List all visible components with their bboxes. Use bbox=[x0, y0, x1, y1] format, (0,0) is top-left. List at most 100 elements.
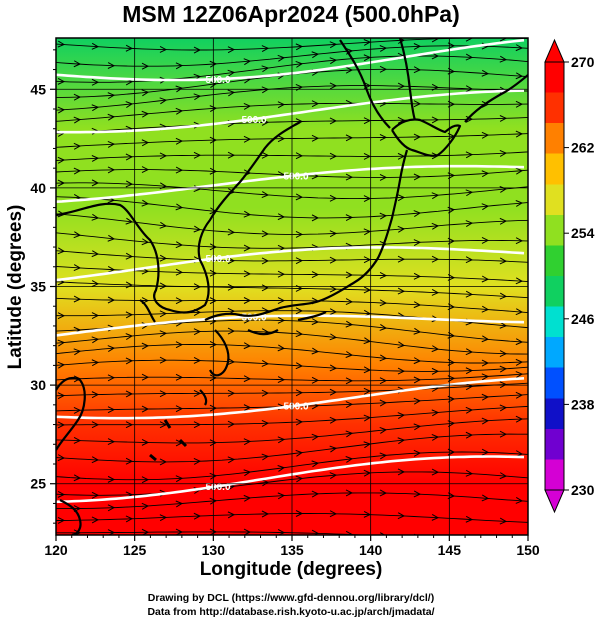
contour-line bbox=[56, 455, 525, 504]
streamline-arrow bbox=[159, 152, 168, 160]
streamline-arrow bbox=[329, 230, 338, 238]
streamline-arrow bbox=[277, 213, 286, 221]
streamline-arrow bbox=[379, 272, 388, 279]
streamline-arrow bbox=[107, 62, 116, 69]
streamline-arrow bbox=[125, 281, 134, 289]
streamline-arrow bbox=[193, 225, 202, 233]
streamline bbox=[56, 382, 528, 397]
streamline-arrow bbox=[107, 504, 116, 512]
streamline-arrow bbox=[193, 356, 202, 364]
contour-label: 500.0 bbox=[241, 313, 266, 324]
streamline-arrow bbox=[261, 284, 270, 292]
streamline-arrow bbox=[363, 256, 372, 264]
streamline-arrow bbox=[175, 528, 184, 535]
streamline-arrow bbox=[175, 107, 184, 115]
streamline-arrow bbox=[515, 371, 524, 378]
streamline-arrow bbox=[345, 456, 354, 463]
streamline-arrow bbox=[243, 135, 252, 143]
streamline-arrow bbox=[141, 373, 150, 381]
streamline-arrow bbox=[159, 330, 168, 338]
streamline-arrow bbox=[447, 42, 456, 50]
streamline-arrow bbox=[465, 515, 474, 523]
streamline-arrow bbox=[329, 445, 338, 453]
streamline-arrow bbox=[159, 221, 168, 229]
streamline bbox=[56, 418, 528, 444]
colorbar-extend-max bbox=[544, 38, 565, 63]
streamline-arrow bbox=[141, 438, 150, 446]
x-tick-label: 130 bbox=[202, 542, 226, 558]
streamline-arrow bbox=[431, 367, 440, 375]
y-tick-label: 25 bbox=[30, 476, 46, 492]
contour-label: 500.0 bbox=[205, 75, 230, 86]
streamline-arrow bbox=[379, 173, 388, 181]
streamline-arrow bbox=[379, 134, 388, 141]
streamline-arrow bbox=[209, 497, 218, 505]
streamline-arrow bbox=[57, 361, 66, 369]
streamline-arrow bbox=[363, 117, 372, 125]
streamline-arrow bbox=[295, 43, 304, 51]
y-tick-label: 30 bbox=[30, 377, 46, 393]
y-axis: 25 30 35 40 45 bbox=[30, 49, 56, 524]
streamline-arrow bbox=[277, 344, 286, 352]
streamline-arrow bbox=[465, 53, 474, 61]
streamline-arrow bbox=[465, 220, 474, 227]
streamline-arrow bbox=[515, 100, 524, 108]
streamline-arrow bbox=[209, 167, 218, 175]
streamline-arrow bbox=[431, 116, 440, 124]
streamline-arrow bbox=[141, 110, 150, 118]
streamline-arrow bbox=[465, 431, 474, 439]
streamline-arrow bbox=[481, 448, 490, 456]
streamline-arrow bbox=[57, 77, 66, 85]
colorbar-tick-label: 254 bbox=[571, 225, 595, 241]
streamline-arrow bbox=[193, 328, 202, 336]
streamline-arrow bbox=[295, 152, 304, 160]
streamline-arrow bbox=[345, 66, 354, 74]
streamline-arrow bbox=[141, 238, 150, 246]
streamline-arrow bbox=[159, 421, 168, 429]
streamline-arrow bbox=[379, 426, 388, 434]
streamline-arrow bbox=[227, 456, 236, 464]
y-tick-label: 35 bbox=[30, 279, 46, 295]
streamline-arrow bbox=[107, 140, 116, 148]
streamline-arrow bbox=[227, 327, 236, 335]
streamline-arrow bbox=[175, 268, 184, 276]
streamline-arrow bbox=[345, 401, 354, 409]
streamline-arrow bbox=[447, 100, 456, 108]
streamline bbox=[56, 471, 528, 496]
streamline-arrow bbox=[345, 134, 354, 142]
streamline-arrow bbox=[277, 135, 286, 143]
streamline-arrow bbox=[447, 274, 456, 281]
streamline-arrow bbox=[107, 345, 116, 352]
streamline-arrow bbox=[73, 295, 82, 303]
streamline-arrow bbox=[499, 365, 508, 373]
streamline-arrow bbox=[209, 269, 218, 277]
streamline-arrow bbox=[329, 57, 338, 65]
streamline-arrow bbox=[481, 170, 490, 178]
streamline-arrow bbox=[91, 250, 100, 258]
streamline-arrow bbox=[329, 285, 338, 293]
streamline-arrow bbox=[379, 399, 388, 407]
streamline-arrow bbox=[465, 348, 474, 356]
streamline-arrow bbox=[397, 194, 406, 202]
streamline-arrow bbox=[227, 46, 236, 54]
streamline bbox=[56, 133, 528, 148]
streamline-arrow bbox=[481, 131, 490, 139]
streamline-arrow bbox=[227, 283, 236, 291]
streamline-arrow bbox=[499, 149, 508, 157]
streamline-arrow bbox=[499, 381, 508, 389]
streamline-arrow bbox=[499, 350, 508, 357]
streamline-arrow bbox=[125, 421, 134, 429]
streamline-arrow bbox=[481, 236, 490, 244]
streamline-arrow bbox=[431, 255, 440, 263]
streamline-arrow bbox=[465, 290, 474, 298]
contour-label: 500.0 bbox=[283, 402, 308, 413]
streamline-arrow bbox=[499, 257, 508, 265]
streamline-arrow bbox=[261, 257, 270, 265]
y-axis-label: Latitude (degrees) bbox=[5, 205, 26, 370]
streamline-arrow bbox=[73, 406, 82, 414]
streamline-arrow bbox=[159, 46, 168, 53]
streamline-arrow bbox=[91, 491, 100, 499]
streamline-arrow bbox=[465, 469, 474, 477]
streamline-arrow bbox=[125, 311, 134, 319]
